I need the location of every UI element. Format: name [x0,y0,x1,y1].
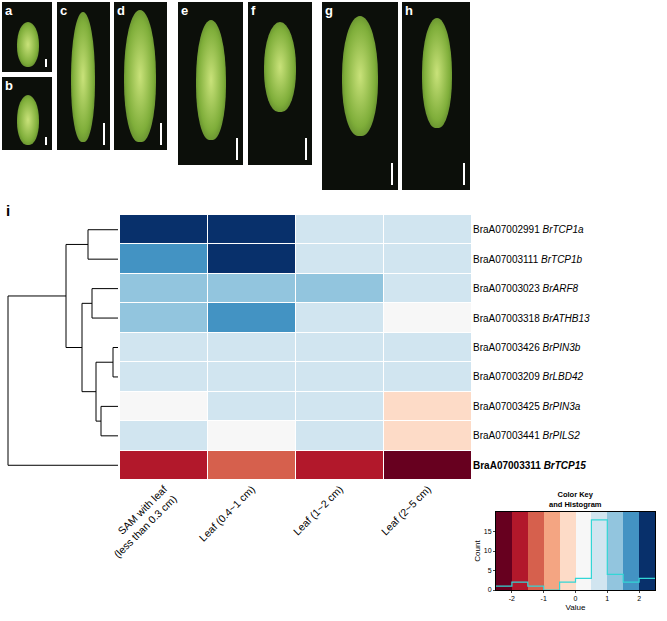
svg-text:Value: Value [566,603,586,612]
svg-text:i: i [6,202,10,219]
svg-text:BraA07003023 BrARF8: BraA07003023 BrARF8 [473,283,579,294]
svg-text:1: 1 [605,595,609,602]
html-text:f: f [251,3,256,18]
svg-text:BraA07002991 BrTCP1a: BraA07002991 BrTCP1a [473,224,584,235]
svg-text:Count: Count [473,540,482,562]
html-text:b: b [5,78,13,93]
svg-text:SAM with leaf(less than 0.3 cm: SAM with leaf(less than 0.3 cm) [102,483,179,560]
svg-text:BraA07003111 BrTCP1b: BraA07003111 BrTCP1b [473,254,583,265]
svg-text:-1: -1 [541,595,547,602]
svg-text:BraA07003441 BrPILS2: BraA07003441 BrPILS2 [473,430,580,441]
svg-text:BraA07003318 BrATHB13: BraA07003318 BrATHB13 [473,313,590,324]
html-text:a: a [5,3,13,18]
html-text:e: e [181,3,189,18]
html-text:g: g [325,3,333,18]
svg-text:Leaf (0.4~1 cm): Leaf (0.4~1 cm) [196,483,257,544]
html-text:c: c [60,3,68,18]
html-text:h: h [405,3,413,18]
svg-text:BraA07003425 BrPIN3a: BraA07003425 BrPIN3a [473,401,581,412]
svg-text:0: 0 [574,595,578,602]
svg-text:15: 15 [484,528,492,535]
svg-text:-2: -2 [509,595,515,602]
svg-text:10: 10 [484,547,492,554]
svg-text:BraA07003311 BrTCP15: BraA07003311 BrTCP15 [473,460,586,471]
svg-text:Leaf (2~5 cm): Leaf (2~5 cm) [379,483,434,538]
svg-text:5: 5 [488,567,492,574]
svg-text:0: 0 [488,586,492,593]
html-text:d: d [117,3,125,18]
svg-text:Color Keyand Histogram: Color Keyand Histogram [549,490,602,509]
svg-text:BraA07003426 BrPIN3b: BraA07003426 BrPIN3b [473,342,581,353]
svg-text:2: 2 [637,595,641,602]
svg-text:BraA07003209 BrLBD42: BraA07003209 BrLBD42 [473,371,584,382]
svg-text:Leaf (1~2 cm): Leaf (1~2 cm) [291,483,346,538]
